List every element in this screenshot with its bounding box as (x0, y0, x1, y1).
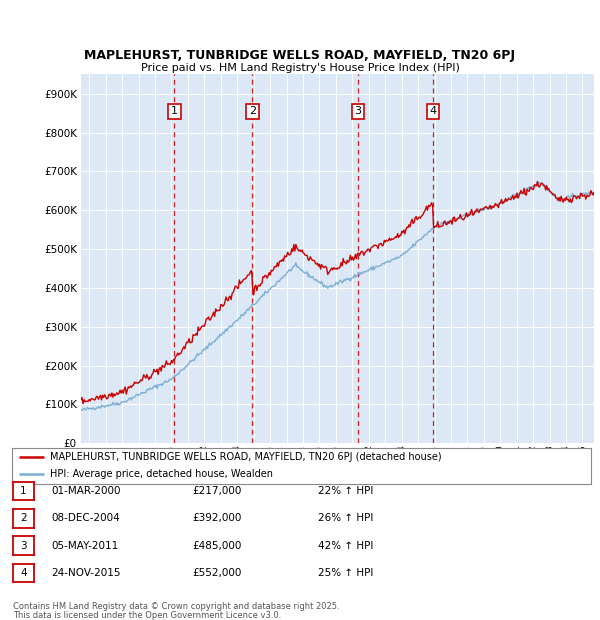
Text: 05-MAY-2011: 05-MAY-2011 (51, 541, 118, 551)
Text: 42% ↑ HPI: 42% ↑ HPI (318, 541, 373, 551)
Text: 4: 4 (20, 568, 27, 578)
Text: Contains HM Land Registry data © Crown copyright and database right 2025.: Contains HM Land Registry data © Crown c… (13, 603, 340, 611)
Text: 1: 1 (171, 106, 178, 117)
Text: Price paid vs. HM Land Registry's House Price Index (HPI): Price paid vs. HM Land Registry's House … (140, 63, 460, 73)
Text: 1: 1 (20, 486, 27, 496)
Text: 4: 4 (430, 106, 436, 117)
Text: 2: 2 (20, 513, 27, 523)
Text: 01-MAR-2000: 01-MAR-2000 (51, 486, 121, 496)
Text: 26% ↑ HPI: 26% ↑ HPI (318, 513, 373, 523)
Text: This data is licensed under the Open Government Licence v3.0.: This data is licensed under the Open Gov… (13, 611, 281, 619)
Text: 2: 2 (249, 106, 256, 117)
Text: 24-NOV-2015: 24-NOV-2015 (51, 568, 121, 578)
Text: 3: 3 (20, 541, 27, 551)
Text: £392,000: £392,000 (192, 513, 241, 523)
Text: MAPLEHURST, TUNBRIDGE WELLS ROAD, MAYFIELD, TN20 6PJ (detached house): MAPLEHURST, TUNBRIDGE WELLS ROAD, MAYFIE… (50, 453, 441, 463)
Text: 22% ↑ HPI: 22% ↑ HPI (318, 486, 373, 496)
Text: HPI: Average price, detached house, Wealden: HPI: Average price, detached house, Weal… (50, 469, 272, 479)
Text: 3: 3 (355, 106, 361, 117)
Text: £552,000: £552,000 (192, 568, 241, 578)
Text: MAPLEHURST, TUNBRIDGE WELLS ROAD, MAYFIELD, TN20 6PJ: MAPLEHURST, TUNBRIDGE WELLS ROAD, MAYFIE… (85, 49, 515, 62)
Text: £217,000: £217,000 (192, 486, 241, 496)
Text: 25% ↑ HPI: 25% ↑ HPI (318, 568, 373, 578)
Text: 08-DEC-2004: 08-DEC-2004 (51, 513, 120, 523)
Text: £485,000: £485,000 (192, 541, 241, 551)
